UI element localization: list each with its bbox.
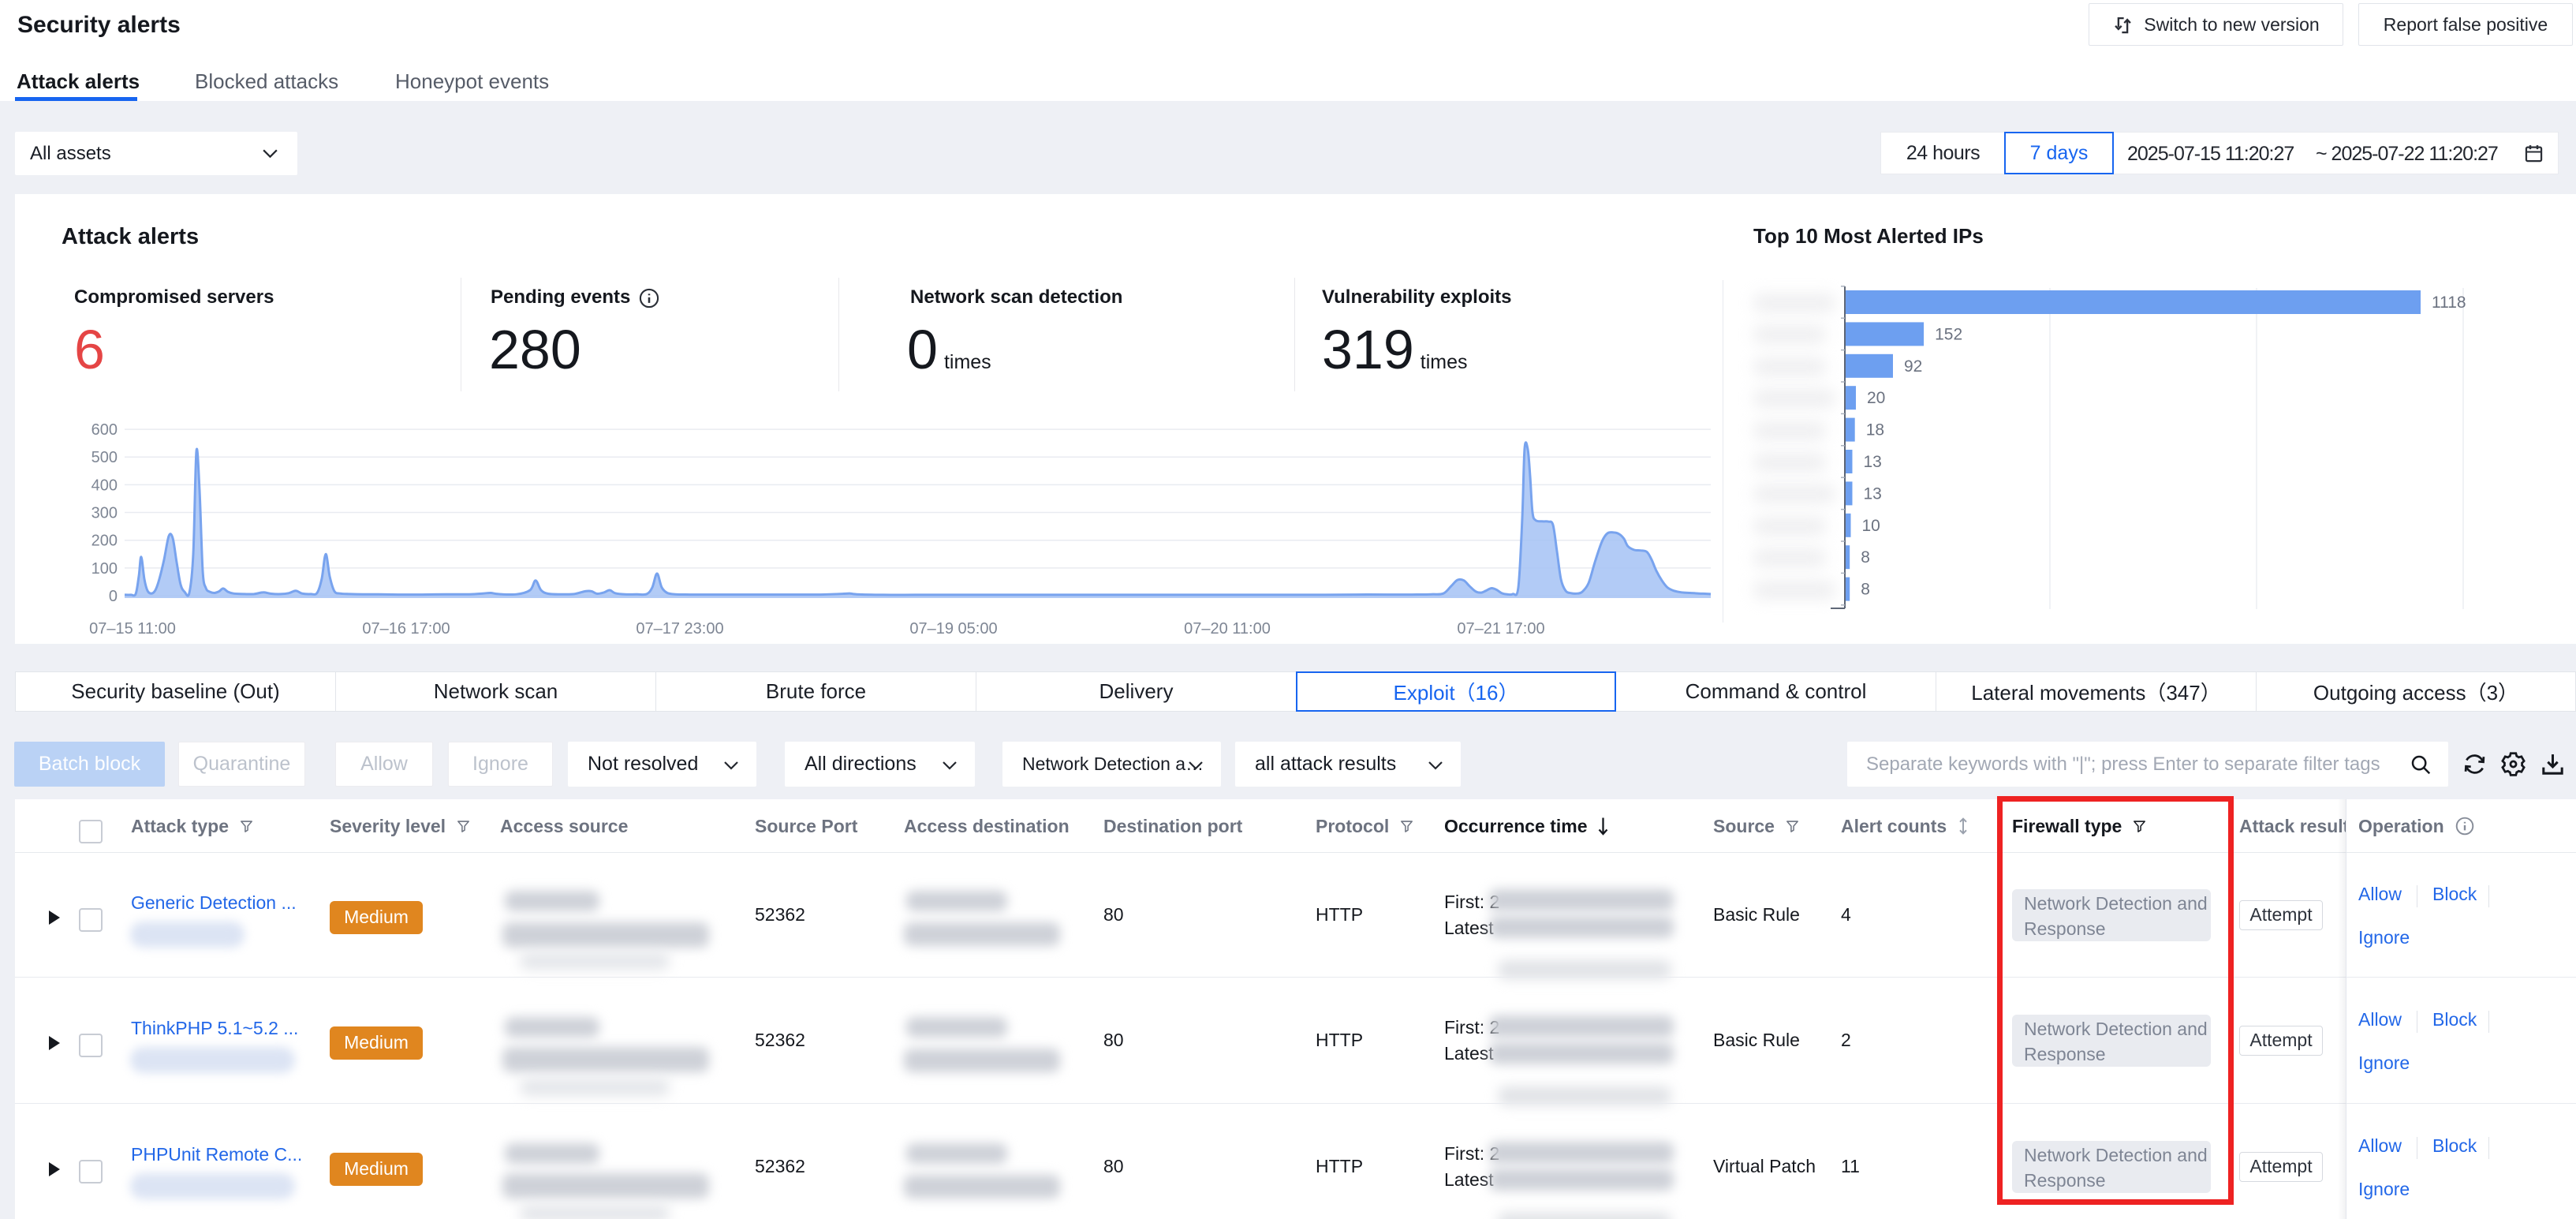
- svg-text:152: 152: [1935, 325, 1962, 343]
- svg-text:400: 400: [91, 477, 118, 494]
- svg-text:300: 300: [91, 505, 118, 522]
- svg-text:0: 0: [109, 588, 118, 605]
- svg-text:07–17 23:00: 07–17 23:00: [636, 620, 723, 638]
- svg-text:1118: 1118: [2432, 294, 2466, 312]
- svg-text:20: 20: [1867, 389, 1885, 407]
- svg-text:600: 600: [91, 421, 118, 439]
- svg-text:8: 8: [1861, 581, 1870, 599]
- svg-text:07–16 17:00: 07–16 17:00: [362, 620, 450, 638]
- svg-text:07–15 11:00: 07–15 11:00: [89, 620, 176, 638]
- svg-text:13: 13: [1864, 453, 1882, 471]
- svg-text:200: 200: [91, 533, 118, 550]
- svg-text:10: 10: [1862, 517, 1880, 535]
- svg-text:13: 13: [1864, 484, 1882, 503]
- svg-text:07–21 17:00: 07–21 17:00: [1457, 620, 1544, 638]
- svg-text:500: 500: [91, 449, 118, 466]
- svg-text:07–19 05:00: 07–19 05:00: [909, 620, 997, 638]
- svg-text:100: 100: [91, 560, 118, 578]
- svg-text:92: 92: [1904, 357, 1922, 376]
- svg-text:07–20 11:00: 07–20 11:00: [1184, 620, 1271, 638]
- svg-text:18: 18: [1866, 421, 1884, 439]
- svg-text:8: 8: [1861, 548, 1870, 566]
